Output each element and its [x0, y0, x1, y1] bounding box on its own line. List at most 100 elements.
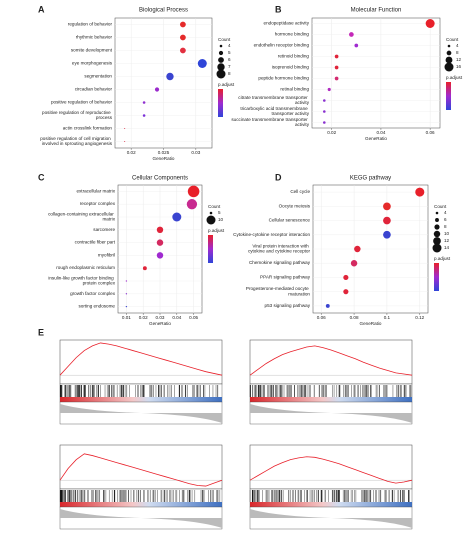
dot: [125, 305, 128, 308]
size-legend-label: 5: [218, 210, 221, 215]
ranked-metric: [60, 509, 222, 528]
category-label: actin crosslink formation: [63, 126, 113, 131]
panel-label: B: [275, 4, 282, 14]
ranked-metric: [60, 404, 222, 423]
size-legend-label: 4: [444, 210, 447, 215]
category-label: hormone binding: [275, 32, 310, 37]
x-axis-label: GeneRatio: [153, 156, 175, 161]
es-curve: [59, 342, 223, 376]
dot: [125, 293, 128, 295]
category-label: Progesterone-mediated oocyte maturation: [246, 286, 311, 296]
color-bar: [218, 89, 223, 117]
x-tick-label: 0.08: [350, 315, 359, 320]
category-label: Viral protein interaction with cytokine …: [248, 244, 311, 254]
size-legend-label: 5: [228, 50, 231, 55]
dot: [154, 87, 160, 92]
x-axis-label: GeneRatio: [365, 136, 387, 141]
size-legend-dot: [219, 44, 223, 48]
chart-title: KEGG pathway: [350, 176, 391, 182]
size-legend-title: Count: [208, 204, 221, 209]
size-legend-label: 6: [228, 57, 231, 62]
x-tick-label: 0.02: [327, 130, 336, 135]
size-legend-dot: [216, 69, 226, 79]
size-legend-dot: [445, 56, 453, 64]
dot: [383, 202, 391, 211]
category-label: circadian behavior: [75, 87, 113, 92]
category-label: extracellular matrix: [76, 189, 115, 194]
dot: [156, 226, 164, 234]
dot: [415, 187, 425, 197]
size-legend-dot: [209, 211, 213, 215]
size-legend-label: 14: [444, 245, 450, 250]
category-label: sorting endosome: [78, 304, 115, 309]
dot: [172, 212, 182, 222]
es-plot: [59, 339, 223, 385]
size-legend-dot: [444, 62, 454, 72]
category-label: regulation of behavior: [68, 22, 113, 27]
color-bar: [434, 263, 439, 291]
panel-label: E: [38, 327, 44, 337]
category-label: p53 signaling pathway: [265, 303, 311, 308]
category-label: tricarboxylic acid transmembrane transpo…: [240, 106, 309, 116]
size-legend-label: 4: [228, 43, 231, 48]
dot: [156, 252, 164, 259]
size-legend-dot: [433, 237, 441, 245]
size-legend-label: 4: [456, 43, 459, 48]
dot: [334, 76, 339, 81]
es-plot: [249, 339, 413, 385]
size-legend-label: 16: [456, 64, 462, 69]
size-legend-label: 10: [444, 231, 450, 236]
size-legend-dot: [433, 230, 441, 238]
es-curve: [249, 456, 413, 484]
category-label: citrate transmembrane transporter activi…: [238, 95, 309, 105]
ranked-metric: [250, 509, 412, 528]
dot: [327, 87, 331, 92]
x-tick-label: 0.01: [122, 315, 131, 320]
panel-label: D: [275, 172, 282, 182]
dot: [325, 303, 330, 308]
category-label: Cell cycle: [290, 189, 310, 194]
x-axis-label: GeneRatio: [360, 321, 382, 326]
category-label: Oocyte meiosis: [279, 204, 311, 209]
size-legend-dot: [218, 57, 224, 63]
dot: [166, 72, 174, 81]
dot: [180, 47, 186, 54]
dot: [142, 101, 146, 104]
x-tick-label: 0.04: [376, 130, 385, 135]
category-label: insulin-like growth factor binding prote…: [48, 276, 115, 286]
category-label: rhythmic behavior: [76, 35, 113, 40]
size-legend-label: 7: [228, 64, 231, 69]
dot: [142, 114, 146, 117]
dot: [187, 185, 200, 198]
dot: [323, 121, 326, 124]
size-legend-dot: [435, 211, 439, 215]
rank-bar: [60, 502, 222, 507]
category-label: Chemokine signaling pathway: [249, 260, 311, 265]
category-label: eye morphogenesis: [72, 61, 113, 66]
dot: [354, 245, 361, 253]
x-tick-label: 0.06: [426, 130, 435, 135]
category-label: Cytokine-cytokine receptor interaction: [233, 232, 310, 237]
category-label: segmentation: [84, 74, 112, 79]
size-legend-dot: [435, 218, 439, 222]
size-legend-dot: [446, 50, 452, 56]
dot: [124, 141, 126, 142]
plot-area: [311, 17, 441, 129]
x-tick-label: 0.03: [191, 150, 200, 155]
dot: [334, 65, 339, 70]
x-tick-label: 0.02: [139, 315, 148, 320]
size-legend-label: 12: [456, 57, 462, 62]
chart-title: Cellular Components: [132, 176, 188, 182]
dot: [383, 216, 391, 225]
size-legend-label: 8: [444, 224, 447, 229]
es-plot: [249, 444, 413, 490]
es-curve: [249, 345, 413, 376]
size-legend-title: Count: [218, 37, 231, 42]
category-label: peptide hormone binding: [258, 76, 309, 81]
panel-label: C: [38, 172, 45, 182]
dot: [124, 128, 126, 129]
x-tick-label: 0.025: [158, 150, 170, 155]
dot: [142, 266, 147, 271]
dot: [197, 59, 207, 68]
